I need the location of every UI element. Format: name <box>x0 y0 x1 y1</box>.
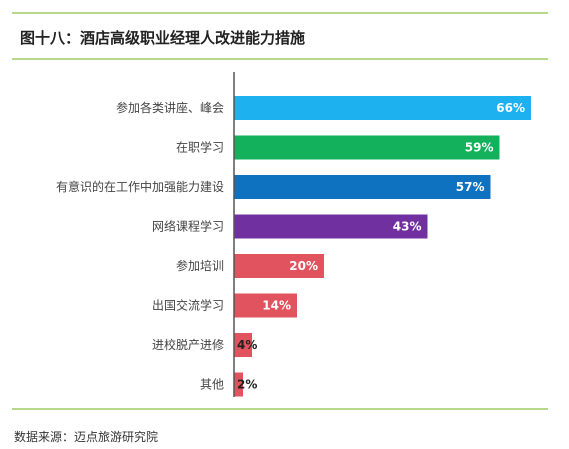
category-label-0: 参加各类讲座、峰会 <box>116 100 224 115</box>
chart-title: 图十八：酒店高级职业经理人改进能力措施 <box>20 29 306 47</box>
data-source-note: 数据来源：迈点旅游研究院 <box>14 430 159 444</box>
category-label-6: 进校脱产进修 <box>152 337 224 352</box>
bar-3 <box>234 214 428 239</box>
bar-6 <box>234 333 252 357</box>
value-label-2: 57% <box>456 180 485 194</box>
category-label-3: 网络课程学习 <box>152 219 224 234</box>
category-label-1: 在职学习 <box>176 140 224 155</box>
category-label-2: 有意识的在工作中加强能力建设 <box>56 179 224 194</box>
value-label-5: 14% <box>262 299 291 313</box>
bottom-rule <box>12 408 548 410</box>
value-label-7: 2% <box>237 378 257 392</box>
bar-2 <box>234 175 491 199</box>
bar-5 <box>234 293 297 318</box>
bar-7 <box>234 372 243 397</box>
category-label-7: 其他 <box>200 378 224 392</box>
bar-1 <box>234 135 500 160</box>
value-label-1: 59% <box>465 141 494 155</box>
category-label-5: 出国交流学习 <box>152 298 224 313</box>
category-label-4: 参加培训 <box>176 258 224 273</box>
value-label-4: 20% <box>289 259 318 273</box>
top-rule <box>12 12 548 14</box>
bar-4 <box>234 254 324 278</box>
title-rule <box>12 58 548 60</box>
value-label-0: 66% <box>496 101 525 115</box>
value-label-3: 43% <box>393 220 422 234</box>
bar-0 <box>234 96 531 120</box>
value-label-6: 4% <box>237 338 257 352</box>
